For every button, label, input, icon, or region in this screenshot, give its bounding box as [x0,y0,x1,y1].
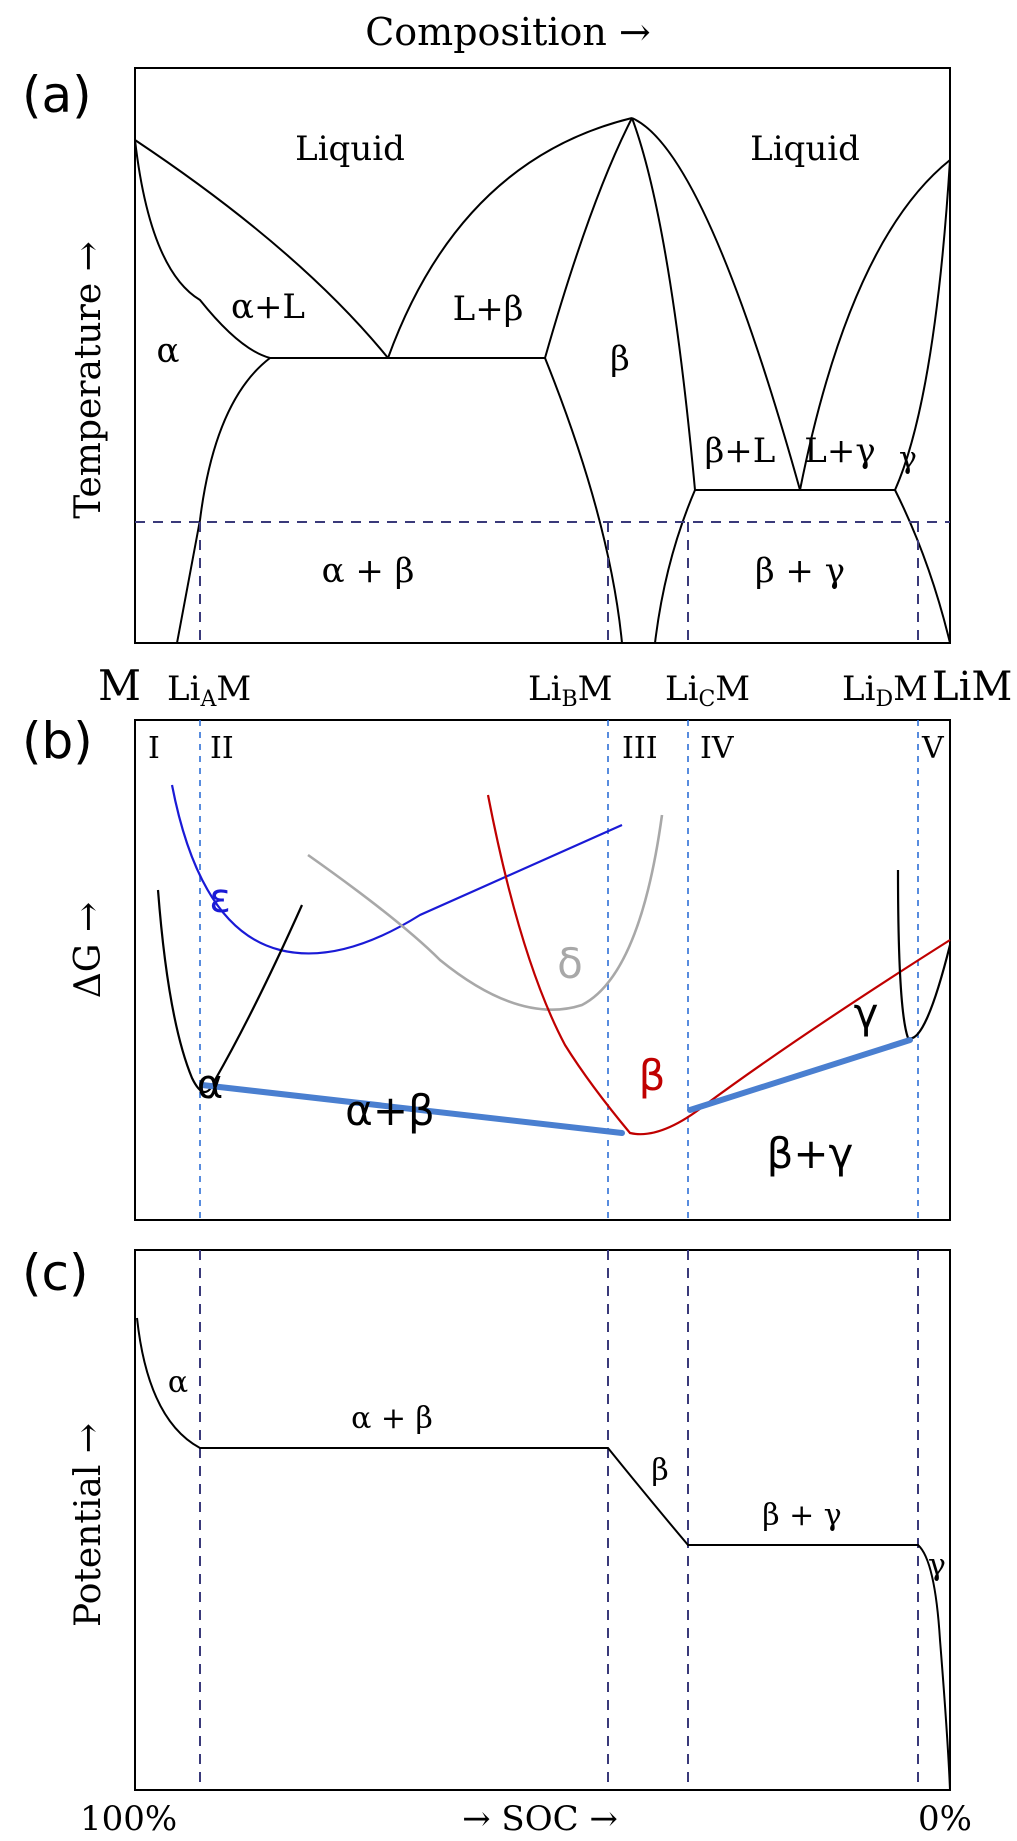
panel-b: (b) ΔG → I II III IV V ε δ α β γ α+β [22,712,952,1221]
phase-delta-label: δ [557,939,583,988]
phase-alpha-beta-label: α+β [345,1086,435,1135]
region-beta-gamma: β + γ [755,551,845,591]
temperature-axis-label: Temperature → [68,241,109,518]
panel-c-frame [134,1249,951,1791]
gamma-solvus-curve [894,489,951,644]
potential-region-alpha: α [168,1365,188,1400]
alpha-liquidus-curve [134,139,389,359]
region-gamma: γ [899,441,917,476]
region-liquid-right: Liquid [750,129,860,169]
gamma-curve [896,869,952,1040]
region-roman-v: V [921,731,945,766]
phase-epsilon-label: ε [209,876,231,922]
panel-b-label: (b) [22,712,93,770]
potential-curve [136,1317,951,1791]
potential-region-beta-gamma: β + γ [762,1498,841,1533]
region-roman-i: I [148,731,160,766]
composition-lidm: LiDM [842,669,928,712]
gamma-solidus-curve [894,159,951,491]
phase-beta-gamma-label: β+γ [767,1129,854,1178]
soc-axis-center-label: → SOC → [462,1799,618,1839]
panel-a-label: (a) [22,66,92,124]
panel-a: (a) Temperature → Liquid Liquid α α+L L+… [22,66,1012,712]
composition-m: M [98,661,141,710]
epsilon-curve [170,784,623,955]
beta-liquidus-right-curve [631,117,801,491]
region-beta: β [610,339,630,379]
alpha-solidus-curve [134,139,271,359]
composition-axis-label: Composition → [365,10,651,54]
delta-curve [307,814,664,1012]
delta-g-axis-label: ΔG → [68,902,109,998]
phase-beta-label: β [639,1051,666,1100]
potential-region-gamma: γ [928,1548,946,1583]
potential-region-beta: β [651,1453,668,1488]
beta-solvus-left-curve [544,357,623,644]
gamma-liquidus-curve [799,159,951,491]
panel-a-frame [134,67,951,644]
region-alpha-l: α+L [231,287,305,327]
region-l-gamma: L+γ [804,431,875,471]
potential-axis-label: Potential → [68,1423,109,1627]
alpha-solvus-curve [176,357,271,644]
soc-axis-right-label: 0% [918,1799,972,1839]
alpha-curve [156,889,304,1094]
panel-b-frame [134,719,951,1221]
beta-curve [486,794,951,1136]
soc-axis-left-label: 100% [80,1799,177,1839]
composition-liam: LiAM [167,669,251,712]
region-alpha-beta: α + β [322,551,415,591]
region-alpha: α [157,331,180,371]
potential-region-alpha-beta: α + β [351,1401,433,1436]
panel-c-label: (c) [22,1244,89,1302]
beta-solidus-left-curve [544,117,633,359]
composition-licm: LiCM [665,669,750,712]
tangent-beta-gamma [687,1037,913,1113]
region-l-beta: L+β [453,289,524,329]
region-roman-iii: III [622,731,658,766]
composition-libm: LiBM [528,669,612,712]
phase-gamma-label: γ [854,989,879,1038]
region-liquid-left: Liquid [295,129,405,169]
panel-c: (c) Potential → α α + β β β + γ γ 100% →… [22,1244,972,1839]
region-roman-iv: IV [700,731,735,766]
region-roman-ii: II [210,731,234,766]
region-beta-l: β+L [705,431,776,471]
phase-alpha-label: α [197,1062,223,1108]
beta-liquidus-left-curve [387,117,633,359]
composition-lim: LiM [932,664,1012,710]
tangent-alpha-beta [199,1082,625,1136]
beta-solidus-right-curve [631,117,696,491]
beta-solvus-right-curve [654,489,696,644]
